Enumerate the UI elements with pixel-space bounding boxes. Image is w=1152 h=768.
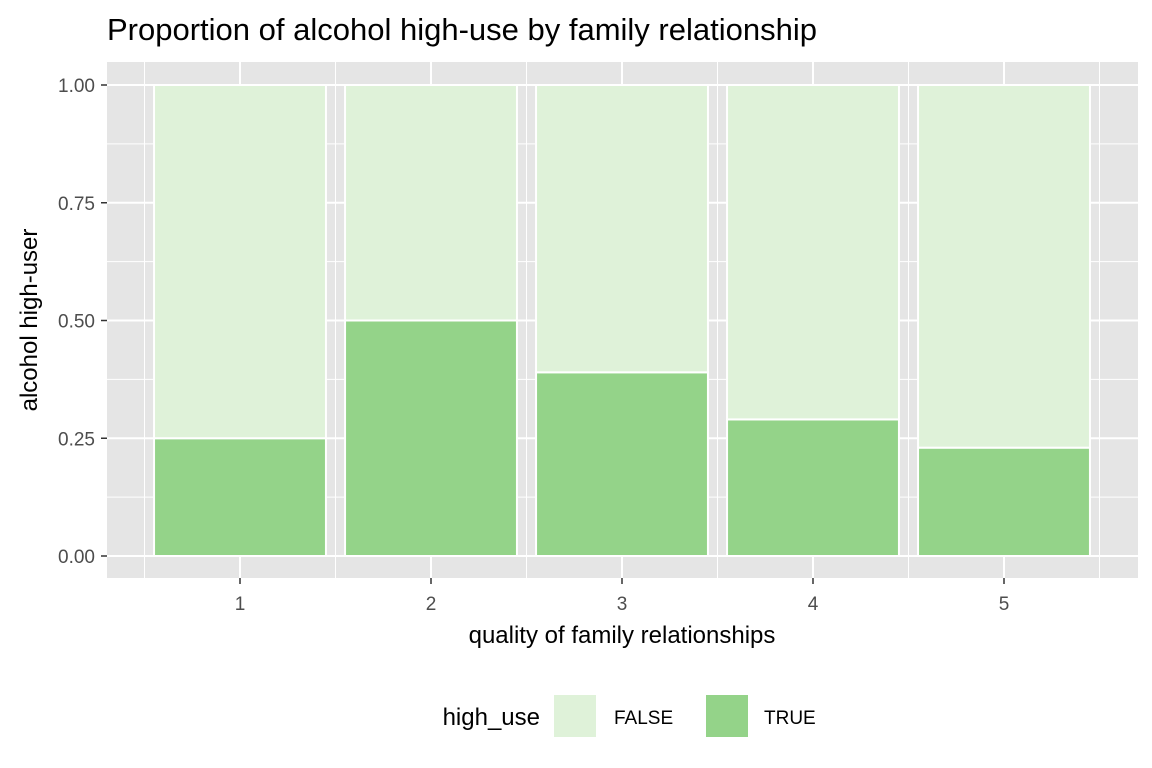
- y-tick-label: 0.25: [58, 429, 95, 450]
- y-tick-label: 0.50: [58, 312, 95, 333]
- bars: [153, 84, 1091, 558]
- legend-label-true: TRUE: [764, 708, 816, 729]
- bar-false-3: [535, 84, 709, 374]
- x-tick-label: 5: [999, 594, 1010, 615]
- y-axis: 0.00 0.25 0.50 0.75 1.00: [58, 76, 107, 568]
- bar-true-4: [726, 418, 900, 557]
- y-axis-title: alcohol high-user: [16, 229, 43, 412]
- y-tick-label: 1.00: [58, 76, 95, 97]
- bar-false-2: [344, 84, 518, 322]
- x-axis-title: quality of family relationships: [469, 622, 776, 649]
- bar-false-5: [917, 84, 1091, 449]
- x-tick-label: 3: [617, 594, 628, 615]
- x-tick-label: 4: [808, 594, 819, 615]
- bar-true-1: [153, 437, 327, 557]
- y-tick-label: 0.75: [58, 194, 95, 215]
- chart-title: Proportion of alcohol high-use by family…: [107, 12, 817, 47]
- x-tick-label: 1: [235, 594, 246, 615]
- bar-false-4: [726, 84, 900, 421]
- bar-true-2: [344, 319, 518, 557]
- legend-key-false: [552, 693, 598, 739]
- x-tick-label: 2: [426, 594, 437, 615]
- legend-label-false: FALSE: [614, 708, 673, 729]
- legend-title: high_use: [443, 704, 540, 731]
- bar-false-1: [153, 84, 327, 440]
- x-axis: 1 2 3 4 5: [235, 578, 1010, 615]
- legend: high_use FALSE TRUE: [443, 693, 816, 739]
- legend-key-true: [704, 693, 750, 739]
- bar-true-3: [535, 371, 709, 557]
- bar-true-5: [917, 446, 1091, 558]
- y-tick-label: 0.00: [58, 547, 95, 568]
- legend-items: FALSE TRUE: [552, 693, 816, 739]
